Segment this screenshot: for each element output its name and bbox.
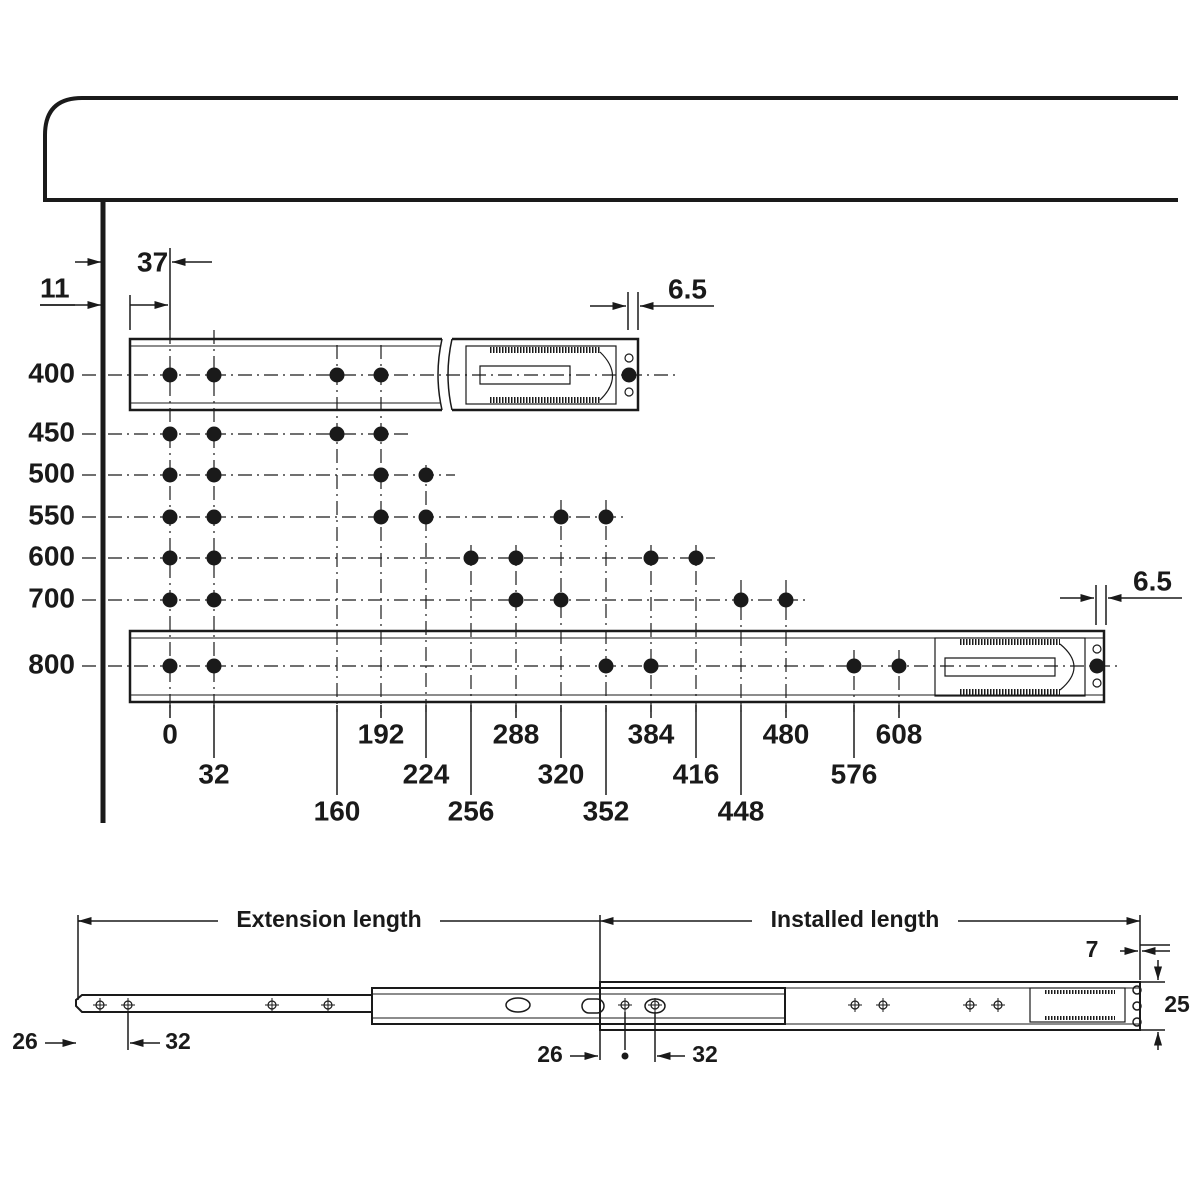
hole bbox=[162, 592, 178, 608]
hole bbox=[508, 592, 524, 608]
column-label: 576 bbox=[831, 758, 878, 789]
hole bbox=[206, 426, 222, 442]
slide-hole-cross bbox=[321, 998, 335, 1012]
hole bbox=[329, 367, 345, 383]
hole bbox=[846, 658, 862, 674]
slide-hole-cross bbox=[93, 998, 107, 1012]
column-label: 192 bbox=[358, 718, 405, 749]
hole bbox=[418, 509, 434, 525]
dimension-label: 32 bbox=[165, 1028, 191, 1054]
slide-hole-cross bbox=[848, 998, 862, 1012]
hole-marker bbox=[621, 1052, 629, 1060]
slide-hole-cross bbox=[963, 998, 977, 1012]
row-label: 500 bbox=[28, 457, 75, 488]
row-label: 450 bbox=[28, 416, 75, 447]
hole bbox=[162, 658, 178, 674]
slide-hole-cross bbox=[876, 998, 890, 1012]
dimension-label: Extension length bbox=[236, 906, 421, 932]
hole bbox=[418, 467, 434, 483]
dimension-label: 32 bbox=[692, 1041, 718, 1067]
row-label: 400 bbox=[28, 357, 75, 388]
dimension-label: 25 bbox=[1164, 991, 1190, 1017]
hole bbox=[373, 367, 389, 383]
hole bbox=[206, 550, 222, 566]
hole bbox=[598, 658, 614, 674]
dimension-label: 37 bbox=[137, 246, 168, 277]
column-label: 256 bbox=[448, 795, 495, 826]
hole bbox=[621, 367, 637, 383]
hole bbox=[373, 426, 389, 442]
hole bbox=[206, 509, 222, 525]
hole bbox=[206, 367, 222, 383]
slide-hole-cross bbox=[265, 998, 279, 1012]
hole bbox=[162, 467, 178, 483]
dimension-label: Installed length bbox=[771, 906, 940, 932]
slide-hole-cross bbox=[648, 998, 662, 1012]
dimension-label: 26 bbox=[12, 1028, 38, 1054]
hole bbox=[733, 592, 749, 608]
column-label: 416 bbox=[673, 758, 720, 789]
hole bbox=[162, 367, 178, 383]
worktop bbox=[43, 96, 1178, 202]
slide-side-view bbox=[45, 915, 1170, 1062]
hole bbox=[329, 426, 345, 442]
row-label: 550 bbox=[28, 499, 75, 530]
hole bbox=[891, 658, 907, 674]
hole bbox=[688, 550, 704, 566]
hole bbox=[553, 592, 569, 608]
column-label: 160 bbox=[314, 795, 361, 826]
dimension-label: 7 bbox=[1086, 936, 1099, 962]
slide-hole-cross bbox=[618, 998, 632, 1012]
hole bbox=[508, 550, 524, 566]
hole bbox=[778, 592, 794, 608]
column-label: 480 bbox=[763, 718, 810, 749]
hole bbox=[206, 592, 222, 608]
hole bbox=[162, 550, 178, 566]
slide-hole-cross bbox=[121, 998, 135, 1012]
dimension-label: 11 bbox=[40, 272, 70, 303]
dimension-label: 6.5 bbox=[1133, 565, 1172, 596]
column-label: 448 bbox=[718, 795, 765, 826]
hole bbox=[553, 509, 569, 525]
column-label: 32 bbox=[198, 758, 229, 789]
hole bbox=[643, 550, 659, 566]
column-label: 608 bbox=[876, 718, 923, 749]
column-label: 320 bbox=[538, 758, 585, 789]
hole bbox=[206, 467, 222, 483]
column-label: 352 bbox=[583, 795, 630, 826]
hole bbox=[206, 658, 222, 674]
hole bbox=[643, 658, 659, 674]
column-label: 384 bbox=[628, 718, 675, 749]
hole bbox=[463, 550, 479, 566]
hole bbox=[1089, 658, 1105, 674]
hole bbox=[373, 467, 389, 483]
column-label: 224 bbox=[403, 758, 450, 789]
hole bbox=[162, 509, 178, 525]
row-label: 700 bbox=[28, 582, 75, 613]
dimension-lines bbox=[40, 248, 1182, 625]
column-label: 0 bbox=[162, 718, 178, 749]
column-label: 288 bbox=[493, 718, 540, 749]
row-label: 600 bbox=[28, 540, 75, 571]
dimension-label: 26 bbox=[537, 1041, 563, 1067]
hole bbox=[162, 426, 178, 442]
hole bbox=[373, 509, 389, 525]
hole bbox=[598, 509, 614, 525]
row-label: 800 bbox=[28, 648, 75, 679]
slide-hole-cross bbox=[991, 998, 1005, 1012]
dimension-label: 6.5 bbox=[668, 273, 707, 304]
